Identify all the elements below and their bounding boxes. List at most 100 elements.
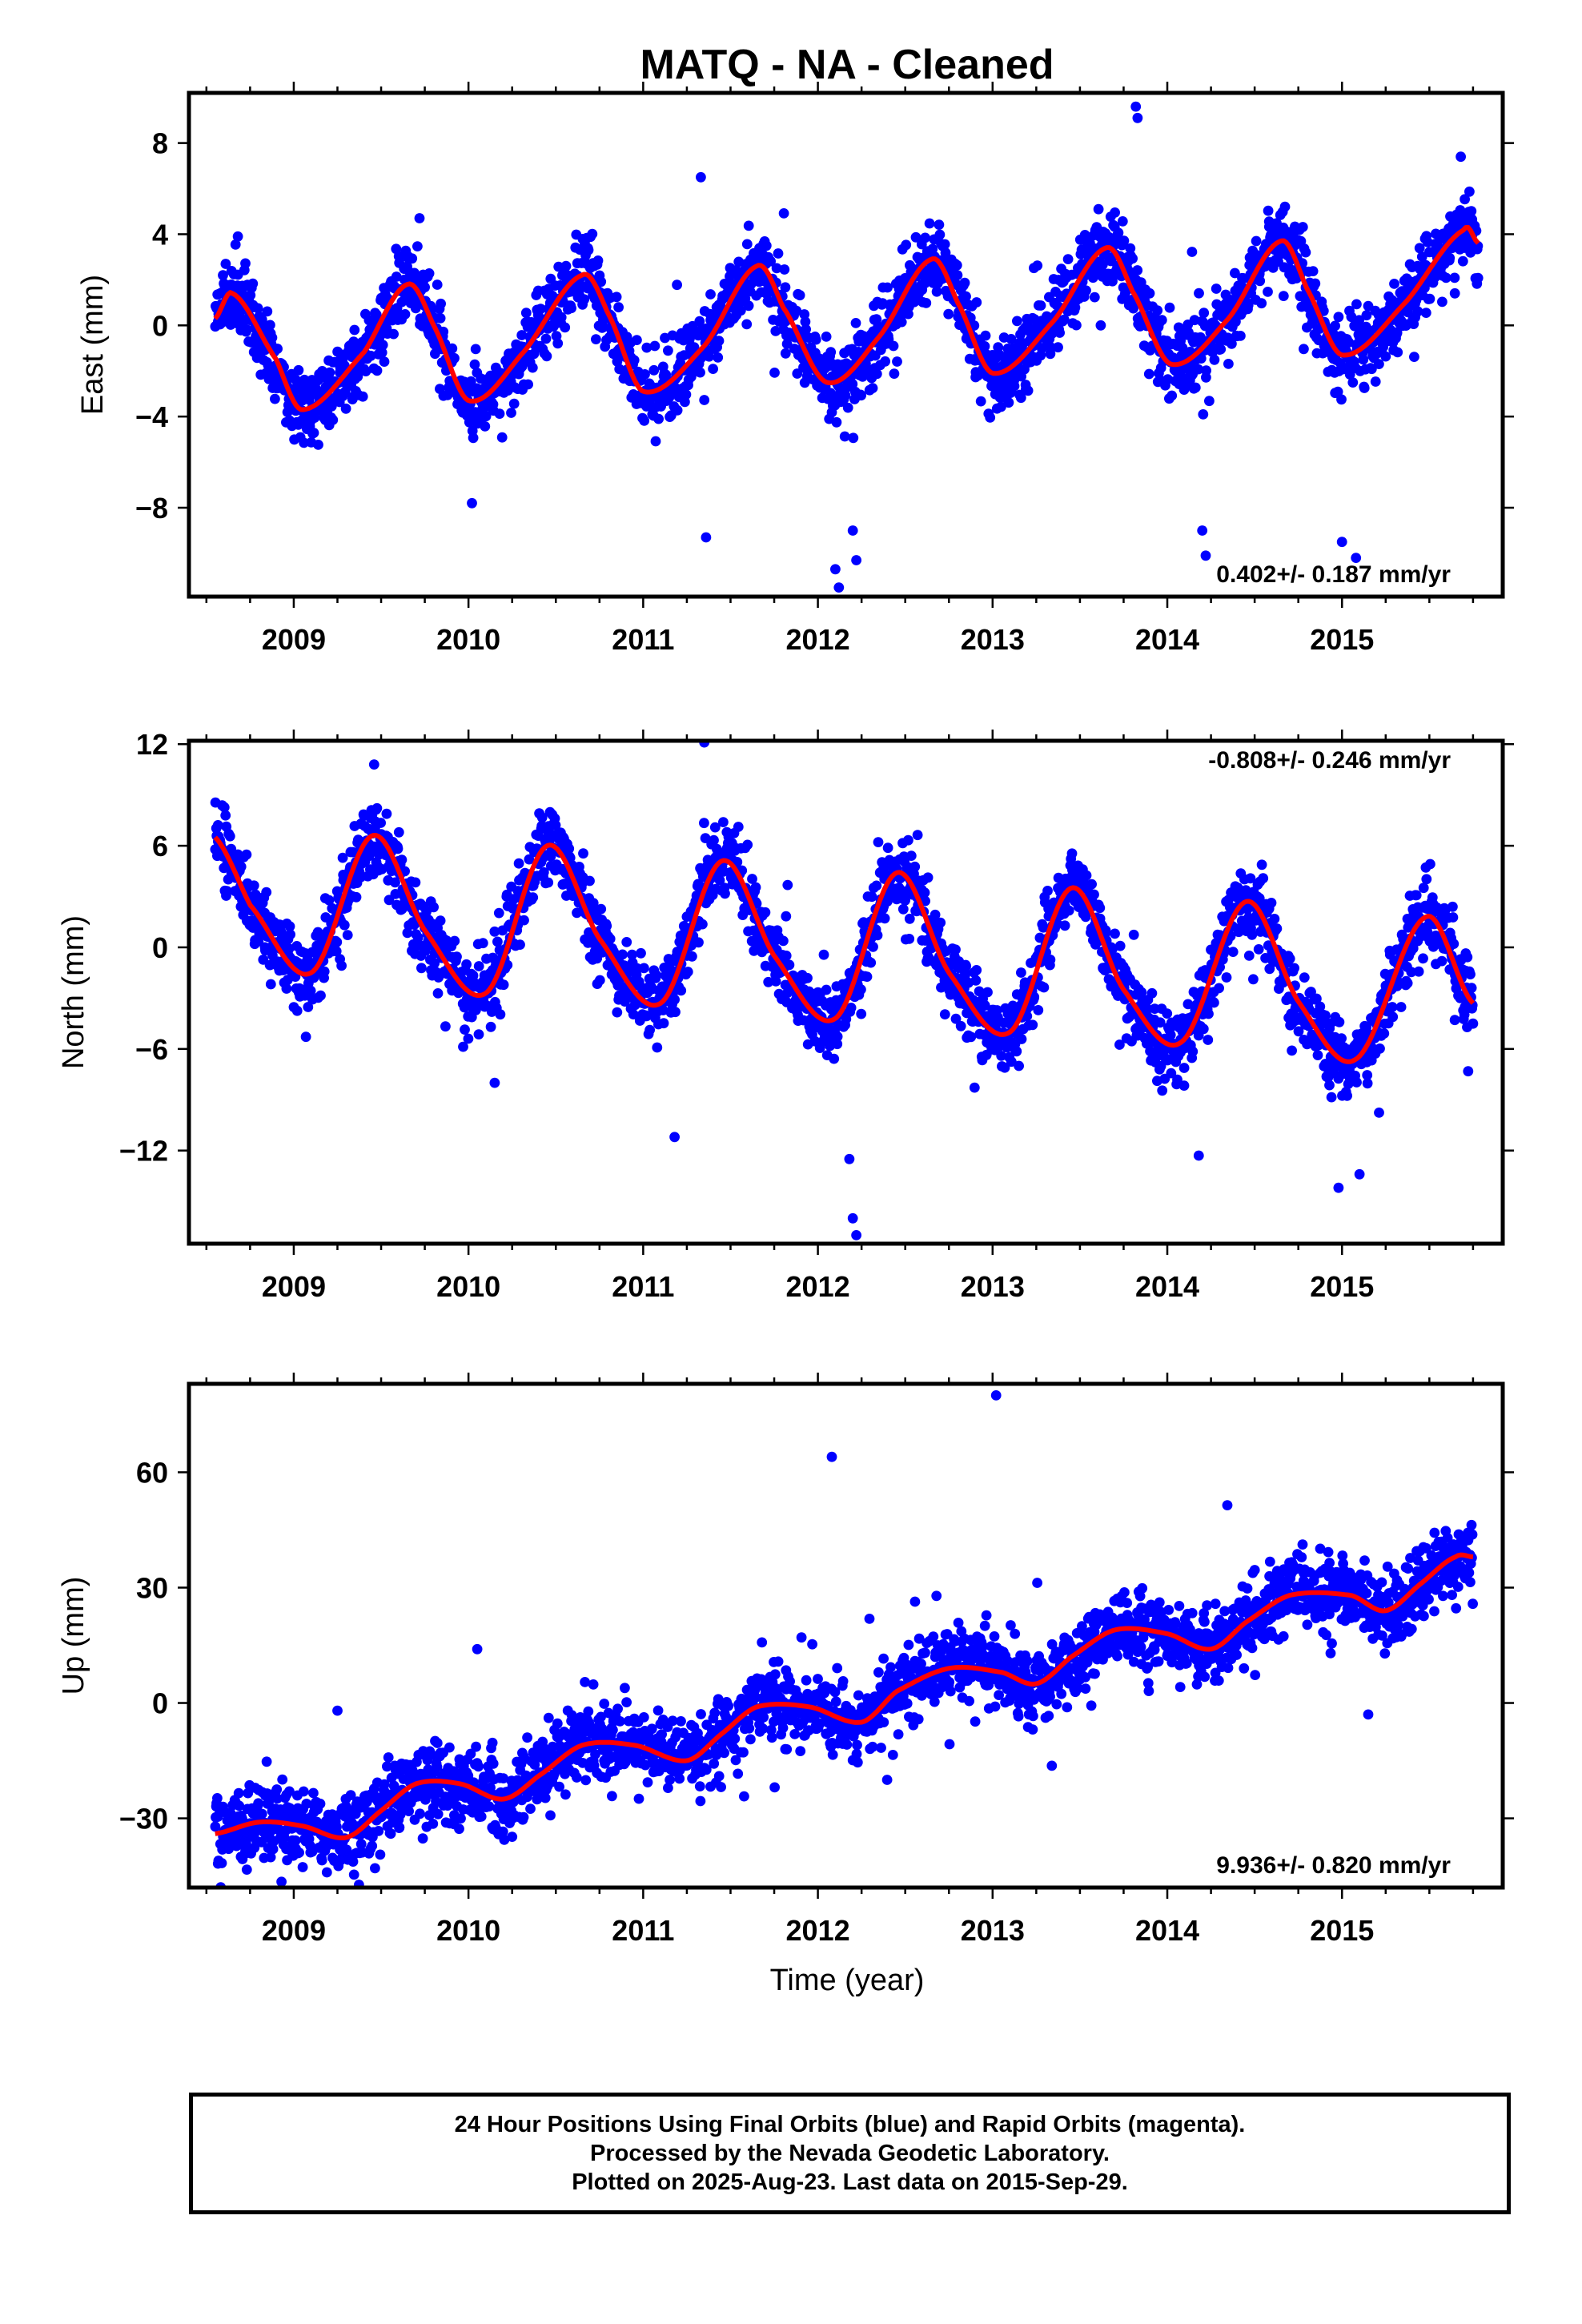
east-data-point <box>313 440 323 450</box>
north-data-point <box>224 830 235 842</box>
east-data-point <box>1118 235 1130 246</box>
east-data-point <box>1412 306 1423 317</box>
east-data-point <box>1095 320 1106 331</box>
north-data-point <box>489 926 500 937</box>
north-data-point <box>1198 1023 1209 1035</box>
east-data-point <box>735 305 746 316</box>
east-data-point <box>252 303 263 314</box>
east-data-point <box>1215 344 1227 355</box>
east-data-point <box>934 229 946 240</box>
north-data-point <box>468 970 479 981</box>
east-data-point <box>1300 247 1311 258</box>
north-data-point <box>969 1082 980 1093</box>
north-data-point <box>760 907 771 918</box>
north-data-point <box>1221 972 1232 983</box>
north-data-point <box>432 988 444 999</box>
east-data-point <box>1164 302 1175 313</box>
east-data-point <box>528 348 540 360</box>
north-data-point <box>617 949 628 960</box>
east-data-point <box>1437 296 1447 308</box>
east-data-point <box>1198 409 1209 420</box>
north-data-point <box>412 932 424 943</box>
north-data-point <box>652 1042 663 1053</box>
east-outlier-point <box>830 564 841 575</box>
east-data-point <box>979 341 990 352</box>
east-data-point <box>242 324 252 335</box>
north-data-point <box>550 820 561 830</box>
north-data-point <box>303 1002 314 1012</box>
north-data-point <box>905 850 917 861</box>
north-data-point <box>900 895 910 906</box>
north-data-point <box>636 947 646 959</box>
east-data-point <box>1354 315 1365 326</box>
east-y-tick-label: 0 <box>152 309 168 342</box>
north-data-point <box>718 817 729 827</box>
north-data-point <box>463 1033 474 1044</box>
east-data-point <box>801 324 811 335</box>
north-data-point <box>781 951 792 961</box>
east-data-point <box>449 352 460 364</box>
east-data-point <box>1186 247 1198 257</box>
north-data-point <box>477 938 488 949</box>
east-data-point <box>1022 385 1034 396</box>
north-data-point <box>428 902 439 913</box>
north-data-point <box>1413 966 1424 977</box>
north-data-point <box>492 936 503 947</box>
east-data-point <box>1347 377 1359 388</box>
north-data-point <box>1094 903 1106 914</box>
east-data-point <box>1361 310 1372 321</box>
north-data-point <box>670 1007 681 1018</box>
north-data-point <box>1463 1066 1474 1077</box>
north-data-point <box>1447 912 1459 923</box>
east-data-point <box>848 432 859 444</box>
east-data-point <box>653 413 664 424</box>
east-data-point <box>1193 364 1204 375</box>
east-data-point <box>579 294 590 305</box>
north-data-point <box>1418 953 1428 964</box>
north-data-point <box>1157 1085 1168 1096</box>
east-data-point <box>641 342 652 353</box>
north-data-point <box>1425 858 1435 870</box>
east-data-point <box>639 416 650 426</box>
north-data-point <box>1311 993 1322 1004</box>
north-data-point <box>1172 1074 1182 1085</box>
east-data-point <box>931 286 942 297</box>
north-data-point <box>856 984 866 995</box>
east-data-point <box>1143 368 1154 380</box>
north-data-point <box>1379 1028 1390 1039</box>
east-outlier-point <box>847 525 858 536</box>
north-data-point <box>903 834 913 846</box>
east-data-point <box>1152 305 1163 316</box>
north-data-point <box>440 1021 451 1032</box>
east-outlier-point <box>851 555 861 565</box>
north-data-point <box>291 1005 303 1016</box>
east-data-point <box>1117 216 1128 227</box>
north-data-point <box>429 958 440 969</box>
north-data-point <box>778 935 789 947</box>
north-data-point <box>371 802 383 814</box>
north-data-point <box>868 941 878 952</box>
north-data-point <box>657 1005 669 1015</box>
east-data-point <box>407 253 418 264</box>
east-outlier-point <box>467 497 477 509</box>
east-data-point <box>920 232 930 243</box>
north-data-point <box>747 874 757 884</box>
north-data-point <box>392 843 404 854</box>
east-data-point <box>961 291 971 302</box>
north-data-point <box>1421 874 1432 885</box>
east-data-point <box>663 345 673 356</box>
north-data-point <box>604 934 616 944</box>
north-data-point <box>410 877 421 888</box>
east-data-point <box>1125 243 1136 254</box>
east-data-point <box>943 308 954 320</box>
north-data-point <box>1089 889 1099 900</box>
north-data-point <box>1334 1016 1345 1027</box>
east-outlier-point <box>1132 112 1143 123</box>
north-data-point <box>919 887 930 898</box>
north-data-point <box>594 975 605 986</box>
east-data-point <box>1449 272 1460 283</box>
north-data-point <box>1342 1090 1352 1101</box>
north-data-point <box>733 822 744 832</box>
east-data-point <box>591 334 601 344</box>
east-data-point <box>1012 316 1022 327</box>
